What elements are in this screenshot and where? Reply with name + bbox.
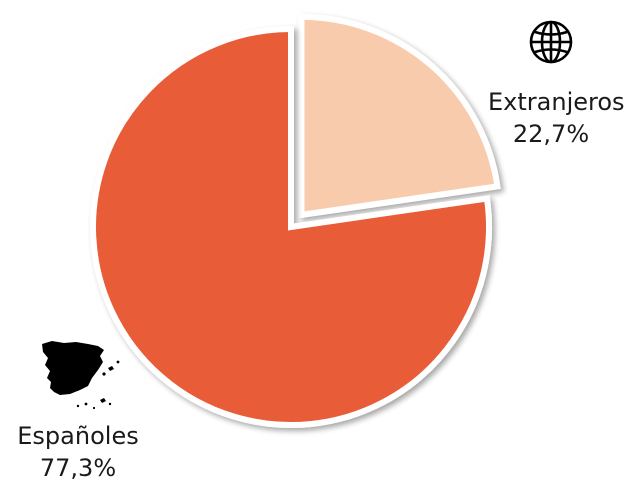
slice-value-extranjeros: 22,7%: [512, 120, 590, 148]
slice-name-espanoles: Españoles: [17, 422, 139, 450]
slice-value-espanoles: 77,3%: [39, 454, 117, 482]
spain-map-icon: [30, 338, 125, 420]
slices-layer: [90, 13, 501, 428]
slice-name-extranjeros: Extranjeros: [488, 88, 625, 116]
slice-label-espanoles: Españoles 77,3%: [8, 420, 148, 484]
pie-slice-espanoles: [90, 25, 492, 428]
globe-icon: [527, 18, 575, 66]
pie-slice-extranjeros: [298, 13, 501, 219]
slice-label-extranjeros: Extranjeros 22,7%: [488, 86, 638, 150]
